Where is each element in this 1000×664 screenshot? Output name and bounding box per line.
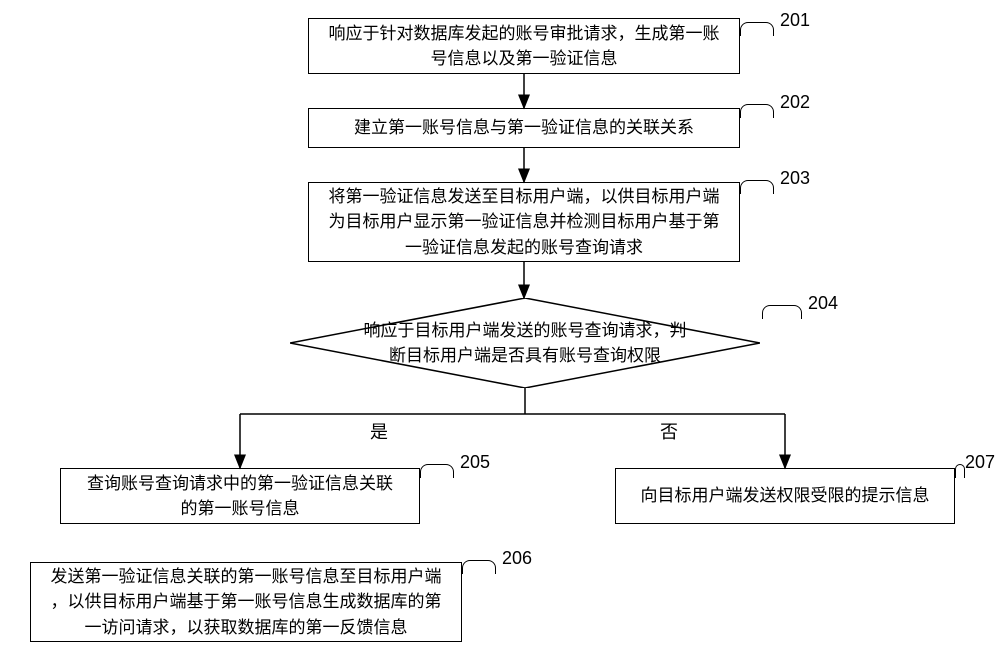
node-202-text: 建立第一账号信息与第一验证信息的关联关系 — [354, 115, 694, 141]
node-205: 查询账号查询请求中的第一验证信息关联的第一账号信息 — [60, 468, 420, 524]
bracket-207 — [955, 464, 965, 478]
node-207: 向目标用户端发送权限受限的提示信息 — [615, 468, 955, 524]
bracket-204 — [762, 305, 802, 319]
flowchart-canvas: 响应于针对数据库发起的账号审批请求，生成第一账号信息以及第一验证信息 建立第一账… — [0, 0, 1000, 664]
node-201: 响应于针对数据库发起的账号审批请求，生成第一账号信息以及第一验证信息 — [308, 18, 740, 74]
num-204: 204 — [808, 293, 838, 314]
node-204-text: 响应于目标用户端发送的账号查询请求，判断目标用户端是否具有账号查询权限 — [364, 318, 687, 369]
num-203: 203 — [780, 168, 810, 189]
node-202: 建立第一账号信息与第一验证信息的关联关系 — [308, 108, 740, 148]
node-204-decision: 响应于目标用户端发送的账号查询请求，判断目标用户端是否具有账号查询权限 — [290, 298, 760, 388]
bracket-206 — [462, 560, 496, 574]
node-207-text: 向目标用户端发送权限受限的提示信息 — [641, 483, 930, 509]
num-202: 202 — [780, 92, 810, 113]
node-203: 将第一验证信息发送至目标用户端，以供目标用户端为目标用户显示第一验证信息并检测目… — [308, 182, 740, 262]
node-201-text: 响应于针对数据库发起的账号审批请求，生成第一账号信息以及第一验证信息 — [329, 21, 720, 72]
label-yes: 是 — [370, 418, 388, 444]
num-201: 201 — [780, 10, 810, 31]
bracket-205 — [420, 464, 454, 478]
node-203-text: 将第一验证信息发送至目标用户端，以供目标用户端为目标用户显示第一验证信息并检测目… — [329, 184, 720, 261]
num-206: 206 — [502, 548, 532, 569]
label-no: 否 — [660, 418, 678, 444]
bracket-202 — [740, 104, 774, 118]
bracket-203 — [740, 180, 774, 194]
node-205-text: 查询账号查询请求中的第一验证信息关联的第一账号信息 — [87, 471, 393, 522]
num-205: 205 — [460, 452, 490, 473]
node-206: 发送第一验证信息关联的第一账号信息至目标用户端，以供目标用户端基于第一账号信息生… — [30, 562, 462, 642]
num-207: 207 — [965, 452, 995, 473]
bracket-201 — [740, 22, 774, 36]
node-206-text: 发送第一验证信息关联的第一账号信息至目标用户端，以供目标用户端基于第一账号信息生… — [51, 564, 442, 641]
